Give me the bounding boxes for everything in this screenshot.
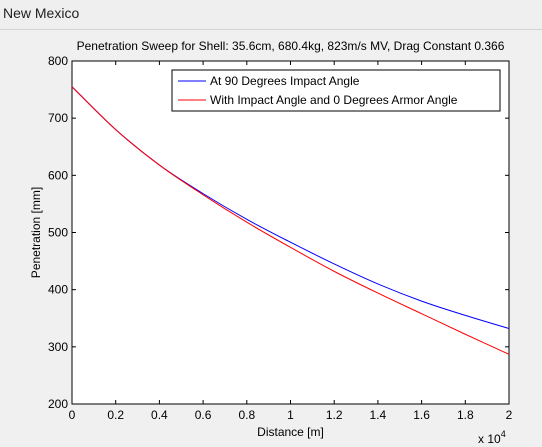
x-axis-exponent: x 104 <box>478 429 506 446</box>
plot-area <box>71 60 510 405</box>
x-tick-label: 1.2 <box>326 408 343 422</box>
y-tick-label: 800 <box>48 54 68 68</box>
y-axis-label: Penetration [mm] <box>29 187 43 278</box>
legend-box <box>171 69 501 112</box>
legend-label: At 90 Degrees Impact Angle <box>210 74 360 88</box>
legend-label: With Impact Angle and 0 Degrees Armor An… <box>210 93 458 107</box>
x-axis-exponent-power: 4 <box>501 429 506 439</box>
x-axis-ticks: 0 0.2 0.4 0.6 0.8 1 1.2 1.4 1.6 1.8 2 <box>69 61 513 422</box>
y-tick-label: 300 <box>48 340 68 354</box>
y-tick-label: 500 <box>48 226 68 240</box>
figure-area: Penetration Sweep for Shell: 35.6cm, 680… <box>0 30 542 447</box>
x-tick-label: 0.2 <box>107 408 124 422</box>
x-tick-label: 1.6 <box>413 408 430 422</box>
window-title: New Mexico <box>3 5 80 21</box>
x-tick-label: 0.4 <box>151 408 168 422</box>
y-tick-label: 400 <box>48 283 68 297</box>
x-tick-label: 1.4 <box>370 408 387 422</box>
x-tick-label: 2 <box>506 408 513 422</box>
series-lines <box>71 86 510 355</box>
series-line <box>71 86 510 355</box>
y-tick-label: 700 <box>48 111 68 125</box>
x-tick-label: 1.8 <box>457 408 474 422</box>
x-axis-label: Distance [m] <box>257 425 324 439</box>
x-tick-label: 1 <box>287 408 294 422</box>
y-axis-ticks: 200 300 400 500 600 700 800 <box>48 54 509 411</box>
y-tick-label: 600 <box>48 168 68 182</box>
chart-title: Penetration Sweep for Shell: 35.6cm, 680… <box>77 39 505 53</box>
y-tick-label: 200 <box>48 397 68 411</box>
x-axis-exponent-base: x 10 <box>478 432 501 446</box>
legend: At 90 Degrees Impact Angle With Impact An… <box>171 69 501 112</box>
penetration-chart: Penetration Sweep for Shell: 35.6cm, 680… <box>29 39 513 446</box>
x-tick-label: 0.6 <box>195 408 212 422</box>
window-titlebar: New Mexico <box>0 0 542 30</box>
x-tick-label: 0.8 <box>238 408 255 422</box>
x-tick-label: 0 <box>69 408 76 422</box>
